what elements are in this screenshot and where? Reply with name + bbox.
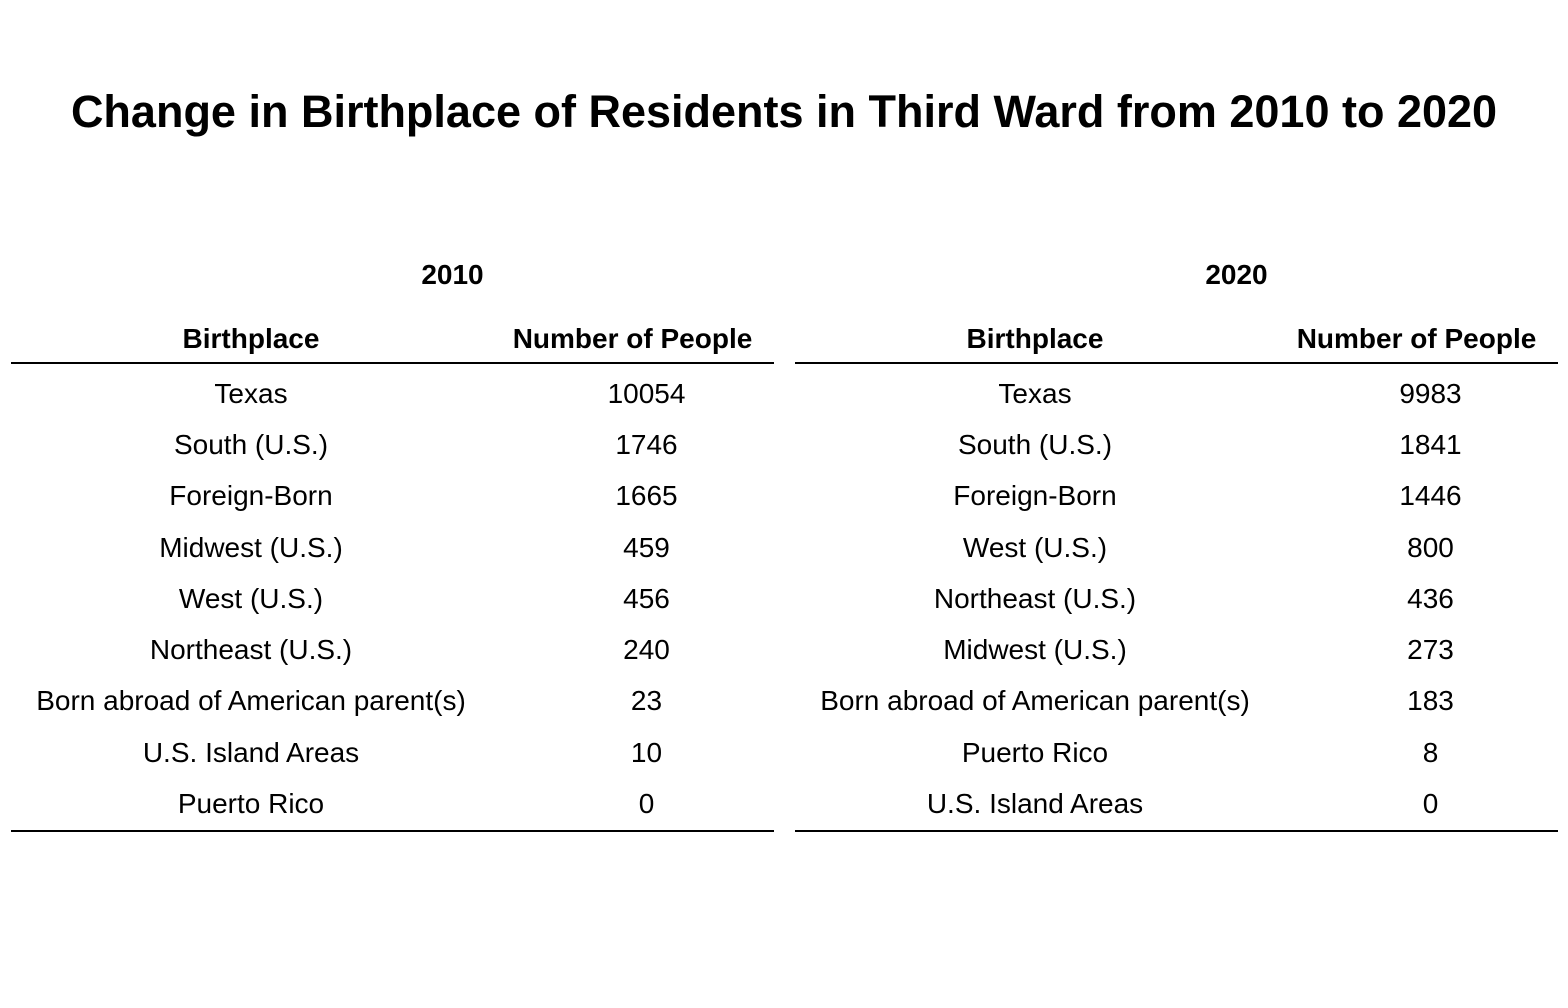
count-cell: 1746 — [615, 428, 678, 460]
birthplace-cell: South (U.S.) — [173, 428, 329, 460]
birthplace-cell: Northeast (U.S.) — [933, 582, 1137, 614]
table-row: South (U.S.) 1841 — [795, 419, 1558, 470]
count-cell: 459 — [623, 531, 670, 563]
count-cell: 0 — [1275, 778, 1558, 832]
count-cell: 800 — [1407, 531, 1454, 563]
birthplace-cell: Foreign-Born — [953, 480, 1117, 512]
count-cell: 436 — [1407, 582, 1454, 614]
table-row: Puerto Rico 8 — [795, 727, 1558, 778]
panel-year-heading: 2010 — [421, 259, 484, 290]
table-row: West (U.S.) 456 — [11, 573, 774, 624]
table-row: Northeast (U.S.) 240 — [11, 624, 774, 675]
count-cell: 0 — [491, 778, 774, 832]
birthplace-cell: Texas — [998, 377, 1072, 409]
birthplace-cell: Puerto Rico — [961, 736, 1109, 768]
table-row: U.S. Island Areas 10 — [11, 727, 774, 778]
birthplace-cell: Born abroad of American parent(s) — [820, 685, 1250, 717]
count-cell: 1841 — [1399, 428, 1462, 460]
table-row: Texas 10054 — [11, 363, 774, 419]
table-header-row: Birthplace Number of People — [795, 316, 1558, 364]
count-cell: 273 — [1407, 634, 1454, 666]
count-cell: 183 — [1407, 685, 1454, 717]
column-header-birthplace: Birthplace — [11, 316, 491, 364]
birthplace-cell: Born abroad of American parent(s) — [36, 685, 466, 717]
count-cell: 456 — [623, 582, 670, 614]
birthplace-cell: West (U.S.) — [178, 582, 324, 614]
birthplace-cell: U.S. Island Areas — [795, 778, 1275, 832]
birthplace-cell: Midwest (U.S.) — [159, 531, 343, 563]
birthplace-cell: West (U.S.) — [962, 531, 1108, 563]
column-header-number-of-people: Number of People — [1275, 316, 1558, 364]
table-row: U.S. Island Areas 0 — [795, 778, 1558, 832]
table-row: Born abroad of American parent(s) 183 — [795, 676, 1558, 727]
birthplace-cell: Texas — [214, 377, 288, 409]
table-row: Midwest (U.S.) 273 — [795, 624, 1558, 675]
column-header-birthplace: Birthplace — [795, 316, 1275, 364]
table-row: West (U.S.) 800 — [795, 522, 1558, 573]
table-panel-2010: 2010 Birthplace Number of People Texas 10… — [11, 252, 774, 832]
table-row: Foreign-Born 1446 — [795, 471, 1558, 522]
table-row: Puerto Rico 0 — [11, 778, 774, 832]
table-row: Born abroad of American parent(s) 23 — [11, 676, 774, 727]
birthplace-cell: Midwest (U.S.) — [943, 634, 1127, 666]
table-row: Midwest (U.S.) 459 — [11, 522, 774, 573]
birthplace-cell: Foreign-Born — [169, 480, 333, 512]
count-cell: 1665 — [615, 480, 678, 512]
birthplace-table-2020: Birthplace Number of People Texas 9983 So… — [795, 316, 1558, 832]
birthplace-cell: U.S. Island Areas — [142, 736, 360, 768]
panel-year-heading: 2020 — [1205, 259, 1268, 290]
birthplace-table-2010: Birthplace Number of People Texas 10054 S… — [11, 316, 774, 832]
birthplace-cell: South (U.S.) — [957, 428, 1113, 460]
table-row: Texas 9983 — [795, 363, 1558, 419]
table-row: South (U.S.) 1746 — [11, 419, 774, 470]
column-header-number-of-people: Number of People — [491, 316, 774, 364]
count-cell: 8 — [1422, 736, 1439, 768]
birthplace-cell: Northeast (U.S.) — [149, 634, 353, 666]
table-header-row: Birthplace Number of People — [11, 316, 774, 364]
count-cell: 23 — [630, 685, 663, 717]
birthplace-cell: Puerto Rico — [11, 778, 491, 832]
count-cell: 240 — [623, 634, 670, 666]
count-cell: 1446 — [1399, 480, 1462, 512]
count-cell: 9983 — [1399, 377, 1462, 409]
table-row: Foreign-Born 1665 — [11, 471, 774, 522]
count-cell: 10054 — [607, 377, 686, 409]
count-cell: 10 — [630, 736, 663, 768]
table-row: Northeast (U.S.) 436 — [795, 573, 1558, 624]
page-title: Change in Birthplace of Residents in Thi… — [70, 86, 1498, 137]
table-panel-2020: 2020 Birthplace Number of People Texas 99… — [795, 252, 1558, 832]
